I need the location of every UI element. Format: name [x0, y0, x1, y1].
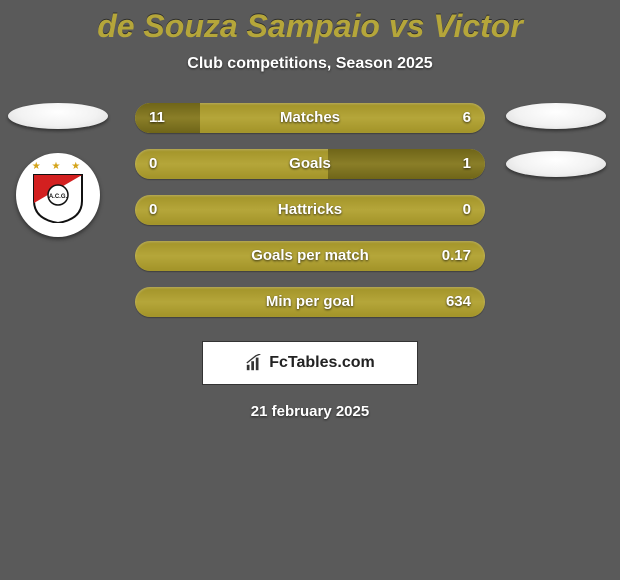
stat-right-value: 6: [463, 103, 471, 133]
stat-right-value: 0.17: [442, 241, 471, 271]
crest-shield-icon: A.C.G.: [32, 173, 84, 223]
stat-row-goals-per-match: Goals per match 0.17: [135, 241, 485, 271]
stat-label: Goals per match: [135, 241, 485, 271]
comparison-panel: ★ ★ ★ A.C.G. 11 Matches: [0, 103, 620, 420]
stat-fill-left: [135, 103, 200, 133]
stat-left-value: 0: [149, 149, 157, 179]
fctables-logo-text: FcTables.com: [269, 354, 375, 372]
player-left-badge-placeholder: [8, 103, 108, 129]
player-right-badge-placeholder-1: [506, 103, 606, 129]
player-right-column: [506, 103, 606, 177]
stat-row-hattricks: 0 Hattricks 0: [135, 195, 485, 225]
stat-fill-right: [328, 149, 486, 179]
page-title: de Souza Sampaio vs Victor: [0, 8, 620, 45]
stat-right-value: 634: [446, 287, 471, 317]
page-subtitle: Club competitions, Season 2025: [0, 55, 620, 73]
club-crest-left: ★ ★ ★ A.C.G.: [16, 153, 100, 237]
svg-text:A.C.G.: A.C.G.: [49, 194, 68, 200]
player-left-column: ★ ★ ★ A.C.G.: [8, 103, 108, 237]
stat-label: Hattricks: [135, 195, 485, 225]
stat-bars: 11 Matches 6 0 Goals 1 0 Hattricks 0: [135, 103, 485, 317]
chart-icon: [245, 354, 263, 372]
stat-right-value: 1: [463, 149, 471, 179]
stat-row-min-per-goal: Min per goal 634: [135, 287, 485, 317]
stat-row-matches: 11 Matches 6: [135, 103, 485, 133]
stat-left-value: 0: [149, 195, 157, 225]
player-right-badge-placeholder-2: [506, 151, 606, 177]
stat-right-value: 0: [463, 195, 471, 225]
generation-date: 21 february 2025: [0, 403, 620, 420]
stat-row-goals: 0 Goals 1: [135, 149, 485, 179]
fctables-link[interactable]: FcTables.com: [202, 341, 418, 385]
stat-left-value: 11: [149, 103, 165, 133]
crest-stars-icon: ★ ★ ★: [26, 161, 90, 172]
stat-label: Min per goal: [135, 287, 485, 317]
